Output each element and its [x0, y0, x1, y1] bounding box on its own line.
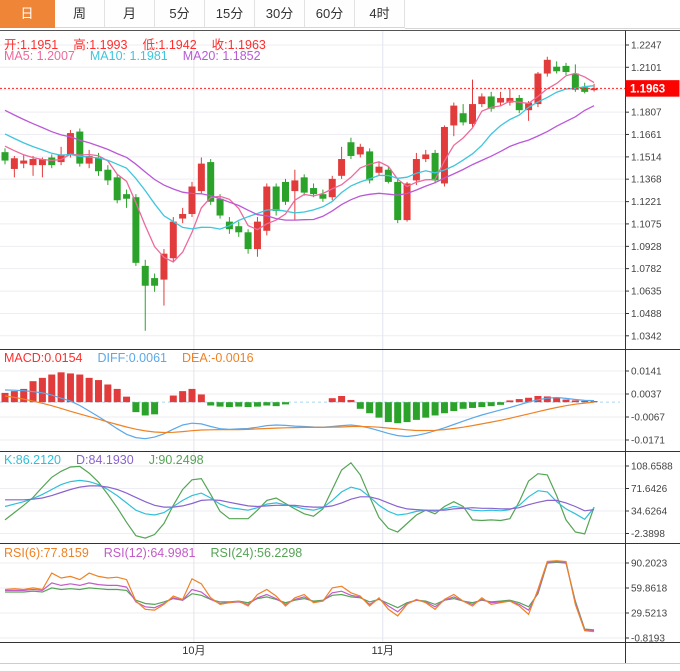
panel-borders — [0, 30, 680, 664]
svg-text:1.2101: 1.2101 — [631, 63, 662, 74]
ma20-value: MA20: 1.1852 — [182, 49, 261, 63]
svg-text:0.0037: 0.0037 — [631, 390, 662, 401]
svg-text:1.1807: 1.1807 — [631, 108, 662, 119]
high-value: 高:1.1993 — [73, 38, 128, 52]
svg-text:108.6588: 108.6588 — [631, 462, 673, 473]
svg-text:1.0488: 1.0488 — [631, 309, 662, 320]
svg-text:1.0782: 1.0782 — [631, 264, 662, 275]
gridlines — [0, 31, 625, 642]
svg-text:1.1368: 1.1368 — [631, 175, 662, 186]
rsi24-value: RSI(24):56.2298 — [210, 546, 303, 560]
svg-text:1.1514: 1.1514 — [631, 152, 662, 163]
d-value: D:84.1930 — [76, 453, 134, 467]
svg-text:90.2023: 90.2023 — [631, 559, 668, 570]
svg-text:29.5213: 29.5213 — [631, 608, 668, 619]
current-price-badge — [625, 80, 680, 97]
svg-text:34.6264: 34.6264 — [631, 507, 668, 518]
svg-text:10月: 10月 — [182, 645, 205, 657]
kdj-panel — [4, 461, 595, 539]
svg-text:59.8618: 59.8618 — [631, 584, 668, 595]
ohlc-legend: 开:1.1951 高:1.1993 低:1.1942 收:1.1963 — [4, 34, 281, 53]
ma10-value: MA10: 1.1981 — [89, 49, 168, 63]
svg-text:1.0342: 1.0342 — [631, 331, 662, 342]
low-value: 低:1.1942 — [142, 38, 197, 52]
tab-30min[interactable]: 30分 — [255, 0, 305, 28]
tab-4hour[interactable]: 4时 — [355, 0, 405, 28]
macd-legend: MACD:0.0154 DIFF:0.0061 DEA:-0.0016 — [4, 351, 269, 365]
tab-60min[interactable]: 60分 — [305, 0, 355, 28]
tab-day[interactable]: 日 — [0, 0, 55, 28]
current-price-badge-text: 1.1963 — [630, 83, 665, 95]
rsi12-value: RSI(12):64.9981 — [103, 546, 196, 560]
y-axis-labels: 1.22471.21011.19541.18071.16611.15141.13… — [625, 41, 673, 645]
ma-lines — [4, 72, 595, 263]
tab-week[interactable]: 周 — [55, 0, 105, 28]
macd-value: MACD:0.0154 — [4, 351, 83, 365]
svg-text:1.2247: 1.2247 — [631, 41, 662, 52]
timeframe-tabs: 日周月 5分 15分 30分 60分 4时 — [0, 0, 680, 29]
candlestick-series — [1, 56, 598, 331]
kdj-legend: K:86.2120 D:84.1930 J:90.2498 — [4, 453, 219, 467]
svg-text:71.6426: 71.6426 — [631, 484, 668, 495]
svg-text:1.1075: 1.1075 — [631, 219, 662, 230]
svg-text:-0.0171: -0.0171 — [631, 436, 665, 447]
svg-text:1.1661: 1.1661 — [631, 130, 662, 141]
ma-legend: MA5: 1.2007 MA10: 1.1981 MA20: 1.1852 — [4, 49, 276, 63]
svg-text:11月: 11月 — [372, 645, 394, 657]
j-value: J:90.2498 — [148, 453, 204, 467]
close-value: 收:1.1963 — [211, 38, 266, 52]
svg-text:1.1221: 1.1221 — [631, 197, 662, 208]
svg-text:-0.0067: -0.0067 — [631, 413, 665, 424]
svg-text:0.0141: 0.0141 — [631, 367, 662, 378]
x-axis-labels: 10月 11月 — [182, 645, 394, 657]
dea-value: DEA:-0.0016 — [182, 351, 254, 365]
svg-text:-2.3898: -2.3898 — [631, 529, 665, 540]
svg-text:1.0928: 1.0928 — [631, 242, 662, 253]
tab-15min[interactable]: 15分 — [205, 0, 255, 28]
tab-5min[interactable]: 5分 — [155, 0, 205, 28]
ma5-value: MA5: 1.2007 — [4, 49, 75, 63]
rsi-legend: RSI(6):77.8159 RSI(12):64.9981 RSI(24):56.… — [4, 546, 317, 560]
rsi6-value: RSI(6):77.8159 — [4, 546, 89, 560]
rsi-panel — [4, 560, 595, 633]
svg-text:-0.8193: -0.8193 — [631, 634, 665, 645]
tab-month[interactable]: 月 — [105, 0, 155, 28]
diff-value: DIFF:0.0061 — [97, 351, 167, 365]
k-value: K:86.2120 — [4, 453, 61, 467]
macd-panel — [0, 372, 620, 440]
open-value: 开:1.1951 — [4, 38, 59, 52]
tabbar-filler — [405, 0, 680, 29]
svg-text:1.0635: 1.0635 — [631, 287, 662, 298]
